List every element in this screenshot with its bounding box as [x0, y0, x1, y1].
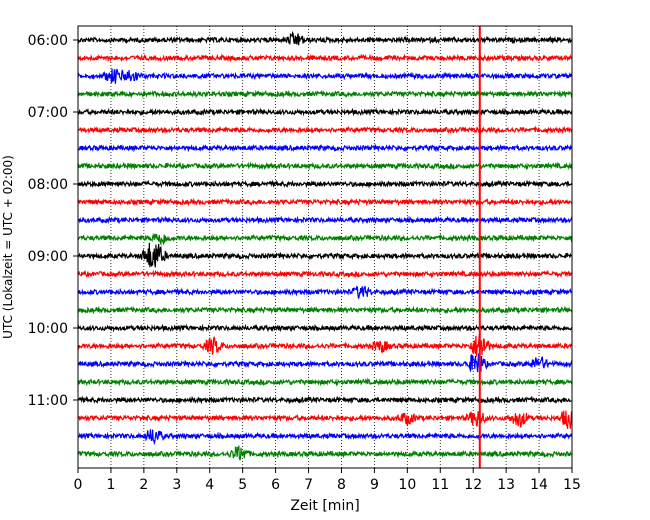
x-tick-label: 5	[238, 477, 247, 493]
x-axis-label: Zeit [min]	[290, 498, 359, 514]
trace-row	[77, 89, 573, 99]
x-tick-label: 14	[530, 477, 548, 493]
x-tick-label: 1	[106, 477, 115, 493]
y-tick-label: 09:00	[28, 249, 68, 265]
trace-row	[77, 269, 573, 279]
trace-row	[77, 305, 573, 315]
x-axis-ticks: 0 1 2 3 4 5 6 7 8 9 10 11 12 13 14 15	[74, 468, 581, 493]
x-tick-label: 4	[205, 477, 214, 493]
y-axis-label: UTC (Lokalzeit = UTC + 02:00)	[1, 155, 15, 339]
trace-row	[77, 161, 573, 171]
y-tick-label: 10:00	[28, 321, 68, 337]
trace-row	[77, 232, 573, 246]
trace-row	[77, 30, 573, 46]
x-tick-label: 7	[304, 477, 313, 493]
y-tick-label: 11:00	[28, 393, 68, 409]
trace-row	[77, 107, 573, 117]
y-axis-ticks: 06:00 07:00 08:00 09:00 10:00 11:00	[28, 33, 78, 409]
trace-row	[77, 242, 573, 268]
y-tick-label: 08:00	[28, 177, 68, 193]
x-tick-label: 3	[172, 477, 181, 493]
trace-row	[77, 395, 573, 405]
trace-row	[77, 179, 573, 189]
x-tick-label: 10	[398, 477, 416, 493]
x-tick-label: 15	[563, 477, 581, 493]
x-tick-label: 8	[337, 477, 346, 493]
x-tick-label: 0	[74, 477, 83, 493]
x-tick-label: 2	[139, 477, 148, 493]
trace-row	[77, 197, 573, 207]
trace-row	[77, 429, 573, 446]
x-tick-label: 13	[497, 477, 515, 493]
trace-row	[77, 323, 573, 333]
trace-row	[77, 53, 573, 63]
y-tick-label: 07:00	[28, 105, 68, 121]
trace-row	[77, 353, 573, 373]
y-tick-label: 06:00	[28, 33, 68, 49]
trace-row	[77, 125, 573, 135]
x-tick-label: 12	[464, 477, 482, 493]
plot-frame	[77, 25, 573, 469]
trace-row	[77, 215, 573, 225]
x-tick-label: 6	[271, 477, 280, 493]
trace-row	[77, 410, 573, 429]
x-tick-label: 9	[370, 477, 379, 493]
trace-row	[77, 68, 573, 84]
trace-row	[77, 334, 573, 357]
x-tick-label: 11	[431, 477, 449, 493]
trace-row	[77, 143, 573, 153]
trace-rows	[77, 30, 573, 461]
trace-row	[77, 285, 573, 300]
trace-row	[77, 445, 573, 461]
trace-row	[77, 377, 573, 387]
